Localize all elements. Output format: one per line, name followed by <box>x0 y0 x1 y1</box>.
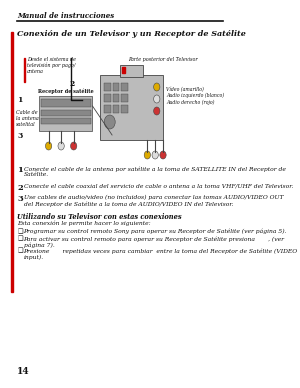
Text: Conexión de un Televisor y un Receptor de Satélite: Conexión de un Televisor y un Receptor d… <box>17 30 246 38</box>
Bar <box>41 99 91 107</box>
Text: 2: 2 <box>17 184 23 192</box>
Text: Conecte el cable coaxial del servicio de cable o antena a la toma VHF/UHF del Te: Conecte el cable coaxial del servicio de… <box>23 184 293 189</box>
Text: Desde el sistema de
televisión por pago/
antena: Desde el sistema de televisión por pago/… <box>27 57 76 74</box>
Text: ❑: ❑ <box>17 229 23 234</box>
Text: ❑: ❑ <box>17 236 23 241</box>
Bar <box>122 94 128 102</box>
Circle shape <box>58 142 64 150</box>
Text: Manual de instrucciones: Manual de instrucciones <box>17 12 115 20</box>
Bar <box>122 83 128 91</box>
Text: Presione       repetidas veces para cambiar  entre la toma del Receptor de Satél: Presione repetidas veces para cambiar en… <box>23 248 298 260</box>
Text: Utilizando su Televisor con estas conexiones: Utilizando su Televisor con estas conexi… <box>17 213 182 221</box>
Circle shape <box>154 95 160 103</box>
Text: Receptor de satélite: Receptor de satélite <box>38 88 94 94</box>
Bar <box>122 105 128 113</box>
Text: 2: 2 <box>69 80 74 88</box>
Text: 1: 1 <box>17 96 22 104</box>
Bar <box>122 67 125 73</box>
Text: 3: 3 <box>17 132 22 140</box>
Circle shape <box>152 151 158 159</box>
Circle shape <box>104 115 115 129</box>
Circle shape <box>154 107 160 115</box>
Text: Cable de
la antena
satelital: Cable de la antena satelital <box>16 110 38 126</box>
Text: Programar su control remoto Sony para operar su Receptor de Satélite (ver página: Programar su control remoto Sony para op… <box>23 229 287 234</box>
Circle shape <box>154 83 160 91</box>
Text: 1: 1 <box>17 166 23 174</box>
Bar <box>104 83 110 91</box>
Bar <box>11 32 13 292</box>
Circle shape <box>144 151 151 159</box>
Bar <box>104 105 110 113</box>
Bar <box>113 105 119 113</box>
Text: Use cables de audio/video (no incluidos) para conectar las tomas AUDIO/VIDEO OUT: Use cables de audio/video (no incluidos)… <box>23 195 283 207</box>
Bar <box>100 75 163 140</box>
Circle shape <box>160 151 166 159</box>
Circle shape <box>46 142 52 150</box>
Bar <box>41 110 91 116</box>
Bar <box>113 94 119 102</box>
Text: Para activar su control remoto para operar su Receptor de Satélite presiona     : Para activar su control remoto para oper… <box>23 236 284 248</box>
Bar <box>104 94 110 102</box>
Text: Vídeo (amarillo)
Audio izquierdo (blanco)
Audio derecho (rojo): Vídeo (amarillo) Audio izquierdo (blanco… <box>166 87 224 105</box>
Text: Esta conexión le permite hacer lo siguiente:: Esta conexión le permite hacer lo siguie… <box>17 221 151 227</box>
Text: Conecte el cable de la antena por satélite a la toma de SATELLITE IN del Recepto: Conecte el cable de la antena por satéli… <box>23 166 285 177</box>
Bar <box>23 58 25 82</box>
Text: Parte posterior del Televisor: Parte posterior del Televisor <box>128 57 197 62</box>
Text: 3: 3 <box>17 195 23 203</box>
Circle shape <box>70 142 77 150</box>
Bar <box>41 118 91 124</box>
Text: 14: 14 <box>17 367 30 376</box>
Bar <box>39 96 92 131</box>
Bar <box>120 65 143 77</box>
Text: ❑: ❑ <box>17 248 23 254</box>
Bar <box>113 83 119 91</box>
